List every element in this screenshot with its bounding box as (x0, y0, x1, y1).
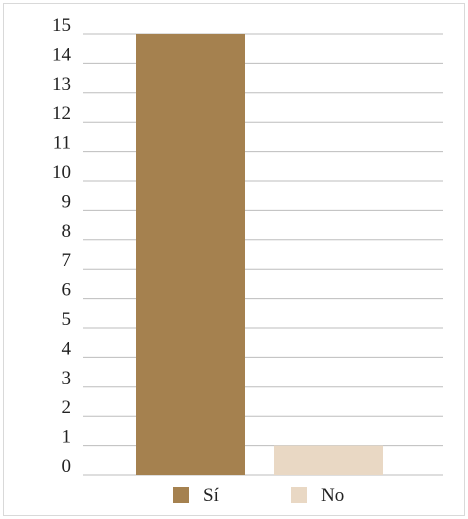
legend: Sí No (173, 485, 344, 506)
y-tick-label-1: 1 (62, 427, 72, 448)
y-tick-label-4: 4 (62, 338, 72, 359)
legend-swatch-si (173, 487, 189, 503)
y-tick-label-13: 13 (52, 74, 71, 95)
y-tick-label-12: 12 (52, 103, 71, 124)
y-tick-label-0: 0 (62, 456, 72, 477)
y-tick-label-10: 10 (52, 162, 71, 183)
y-tick-label-9: 9 (62, 191, 72, 212)
y-tick-label-5: 5 (62, 309, 72, 330)
y-tick-label-3: 3 (62, 368, 72, 389)
bar-si (136, 34, 245, 475)
y-tick-label-8: 8 (62, 221, 72, 242)
y-tick-label-11: 11 (53, 133, 71, 154)
bar-no (274, 445, 383, 475)
legend-label-si: Sí (203, 485, 220, 506)
y-tick-label-14: 14 (52, 44, 72, 65)
legend-label-no: No (321, 485, 344, 506)
legend-swatch-no (291, 487, 307, 503)
y-tick-label-2: 2 (62, 397, 72, 418)
y-tick-label-15: 15 (52, 15, 71, 36)
y-tick-label-7: 7 (62, 250, 72, 271)
chart-frame: 0 1 2 3 4 5 6 7 8 9 10 11 12 13 14 15 Sí No (3, 3, 465, 516)
bars (136, 34, 383, 475)
y-tick-label-6: 6 (62, 280, 72, 301)
